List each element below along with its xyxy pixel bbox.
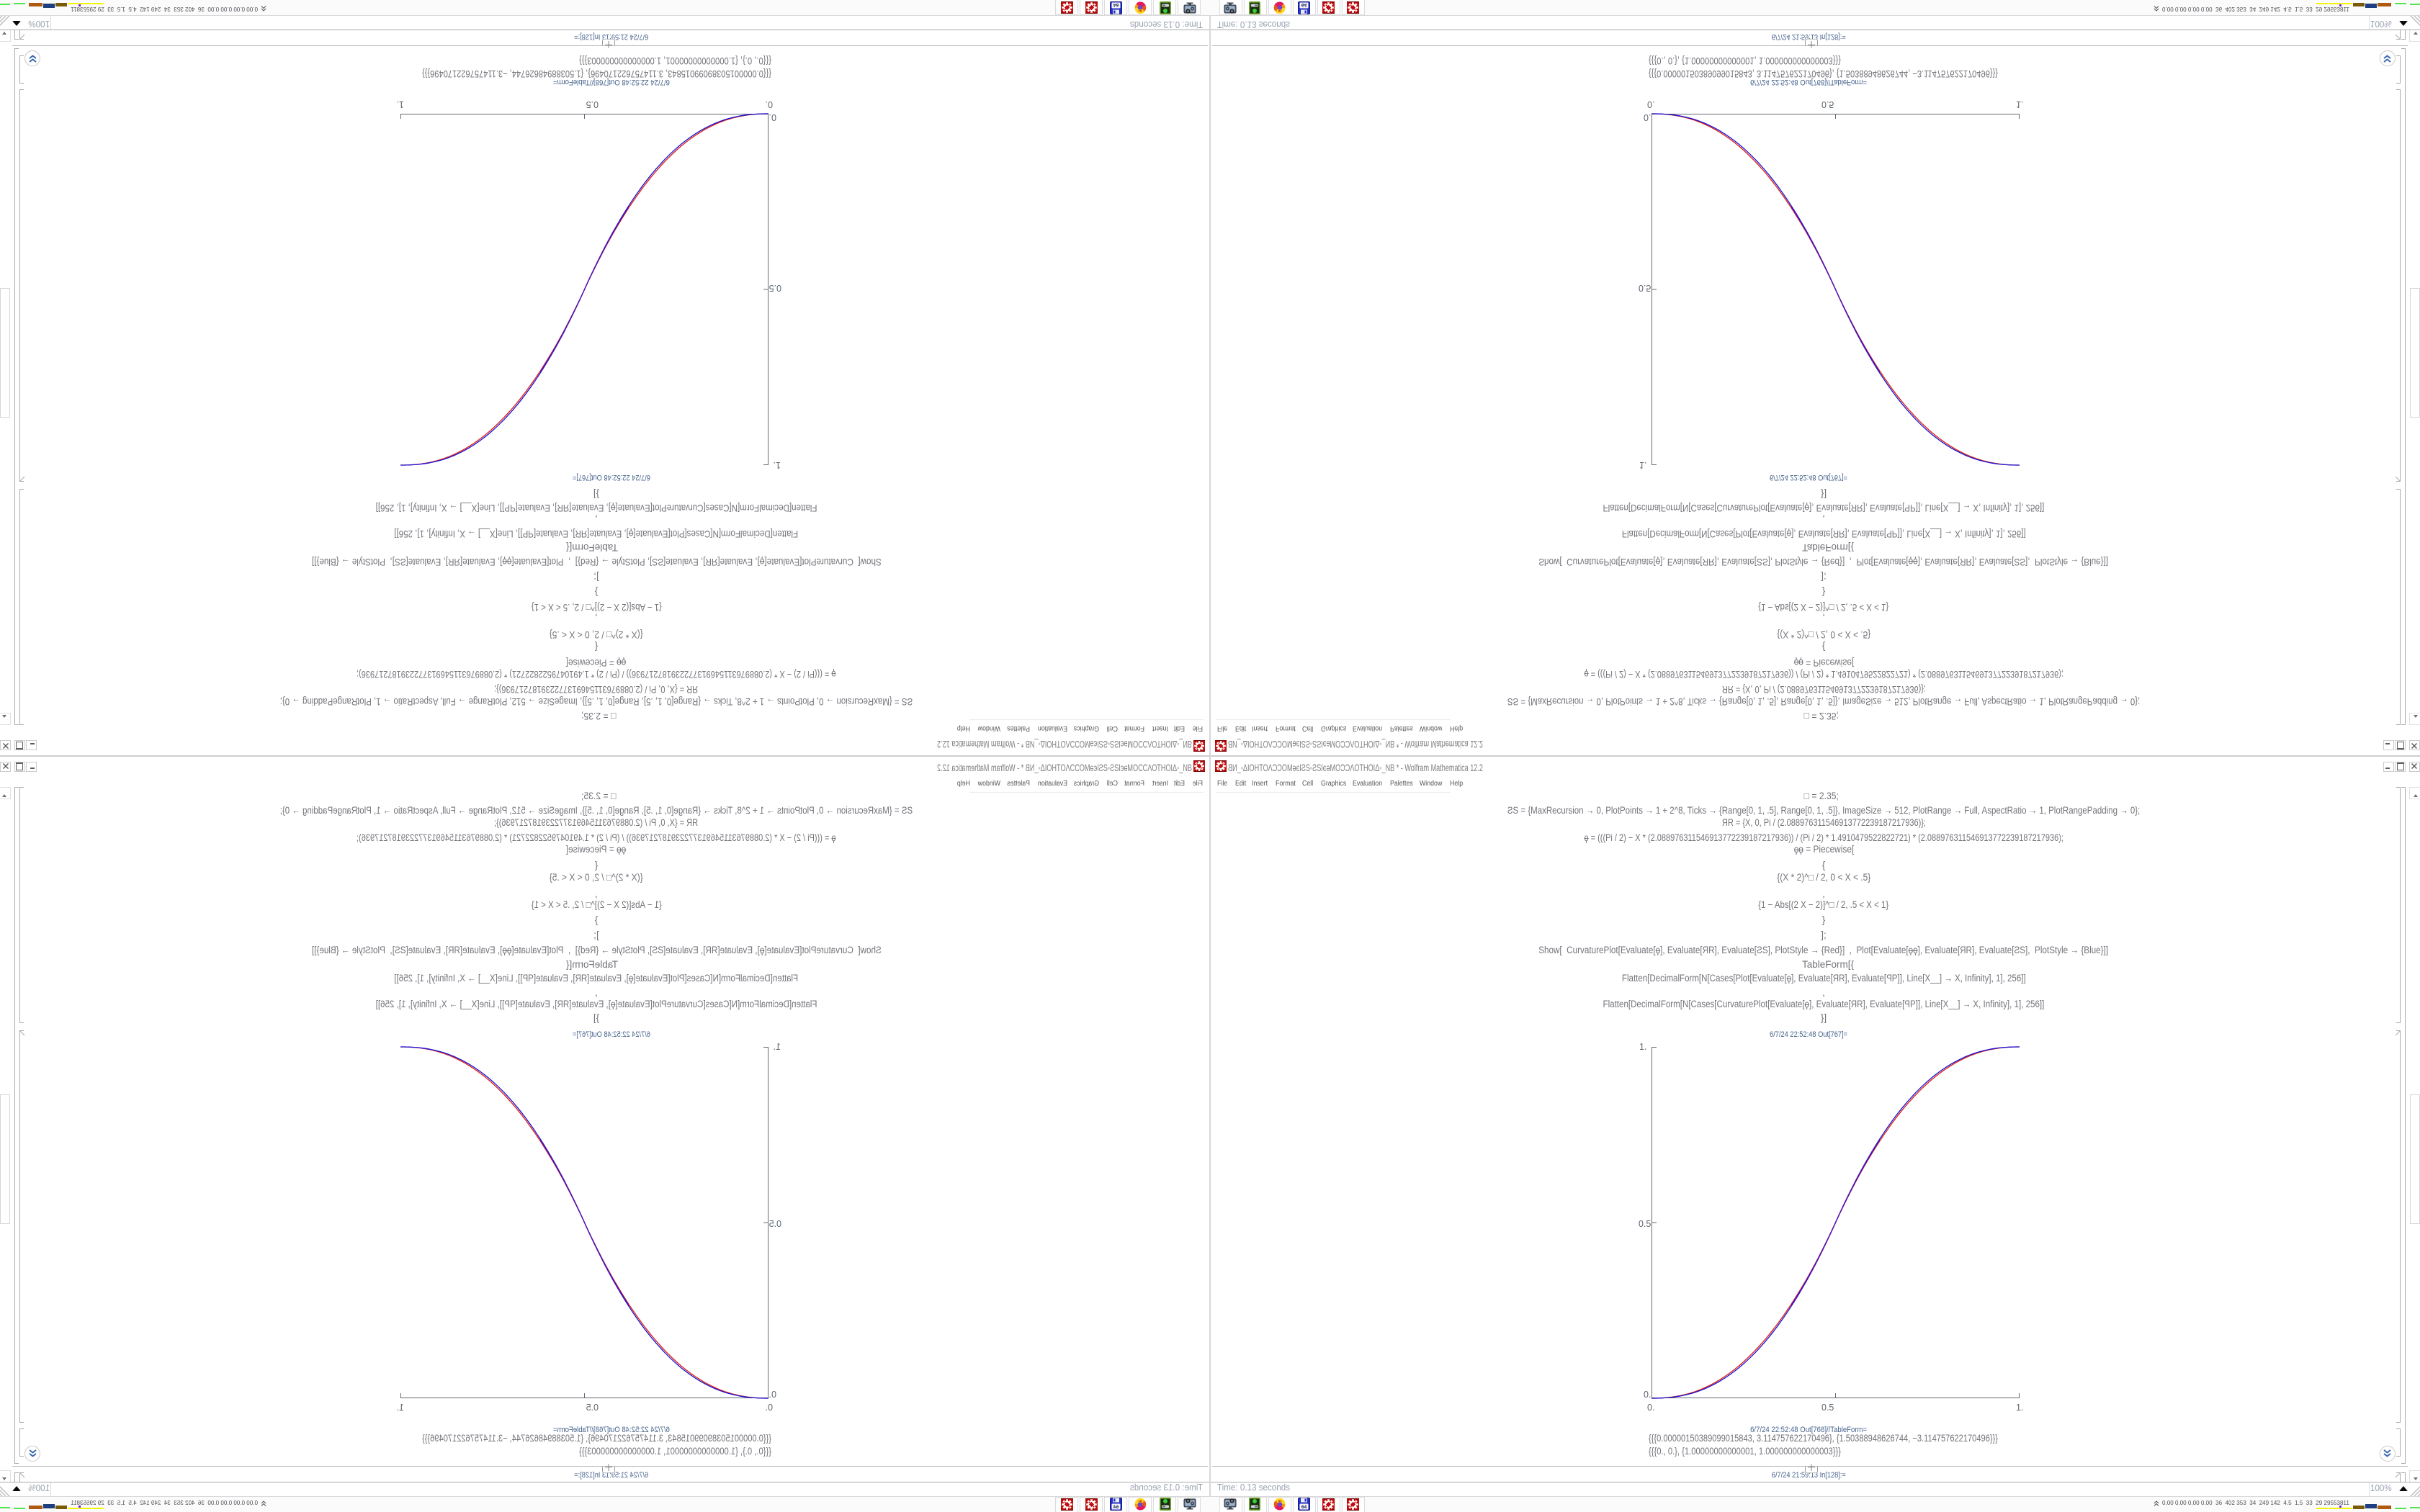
svg-text:64: 64 (1113, 2, 1119, 7)
svg-text:64: 64 (1301, 2, 1307, 7)
svg-text:64: 64 (1301, 1505, 1307, 1510)
svg-text:64: 64 (1113, 1505, 1119, 1510)
